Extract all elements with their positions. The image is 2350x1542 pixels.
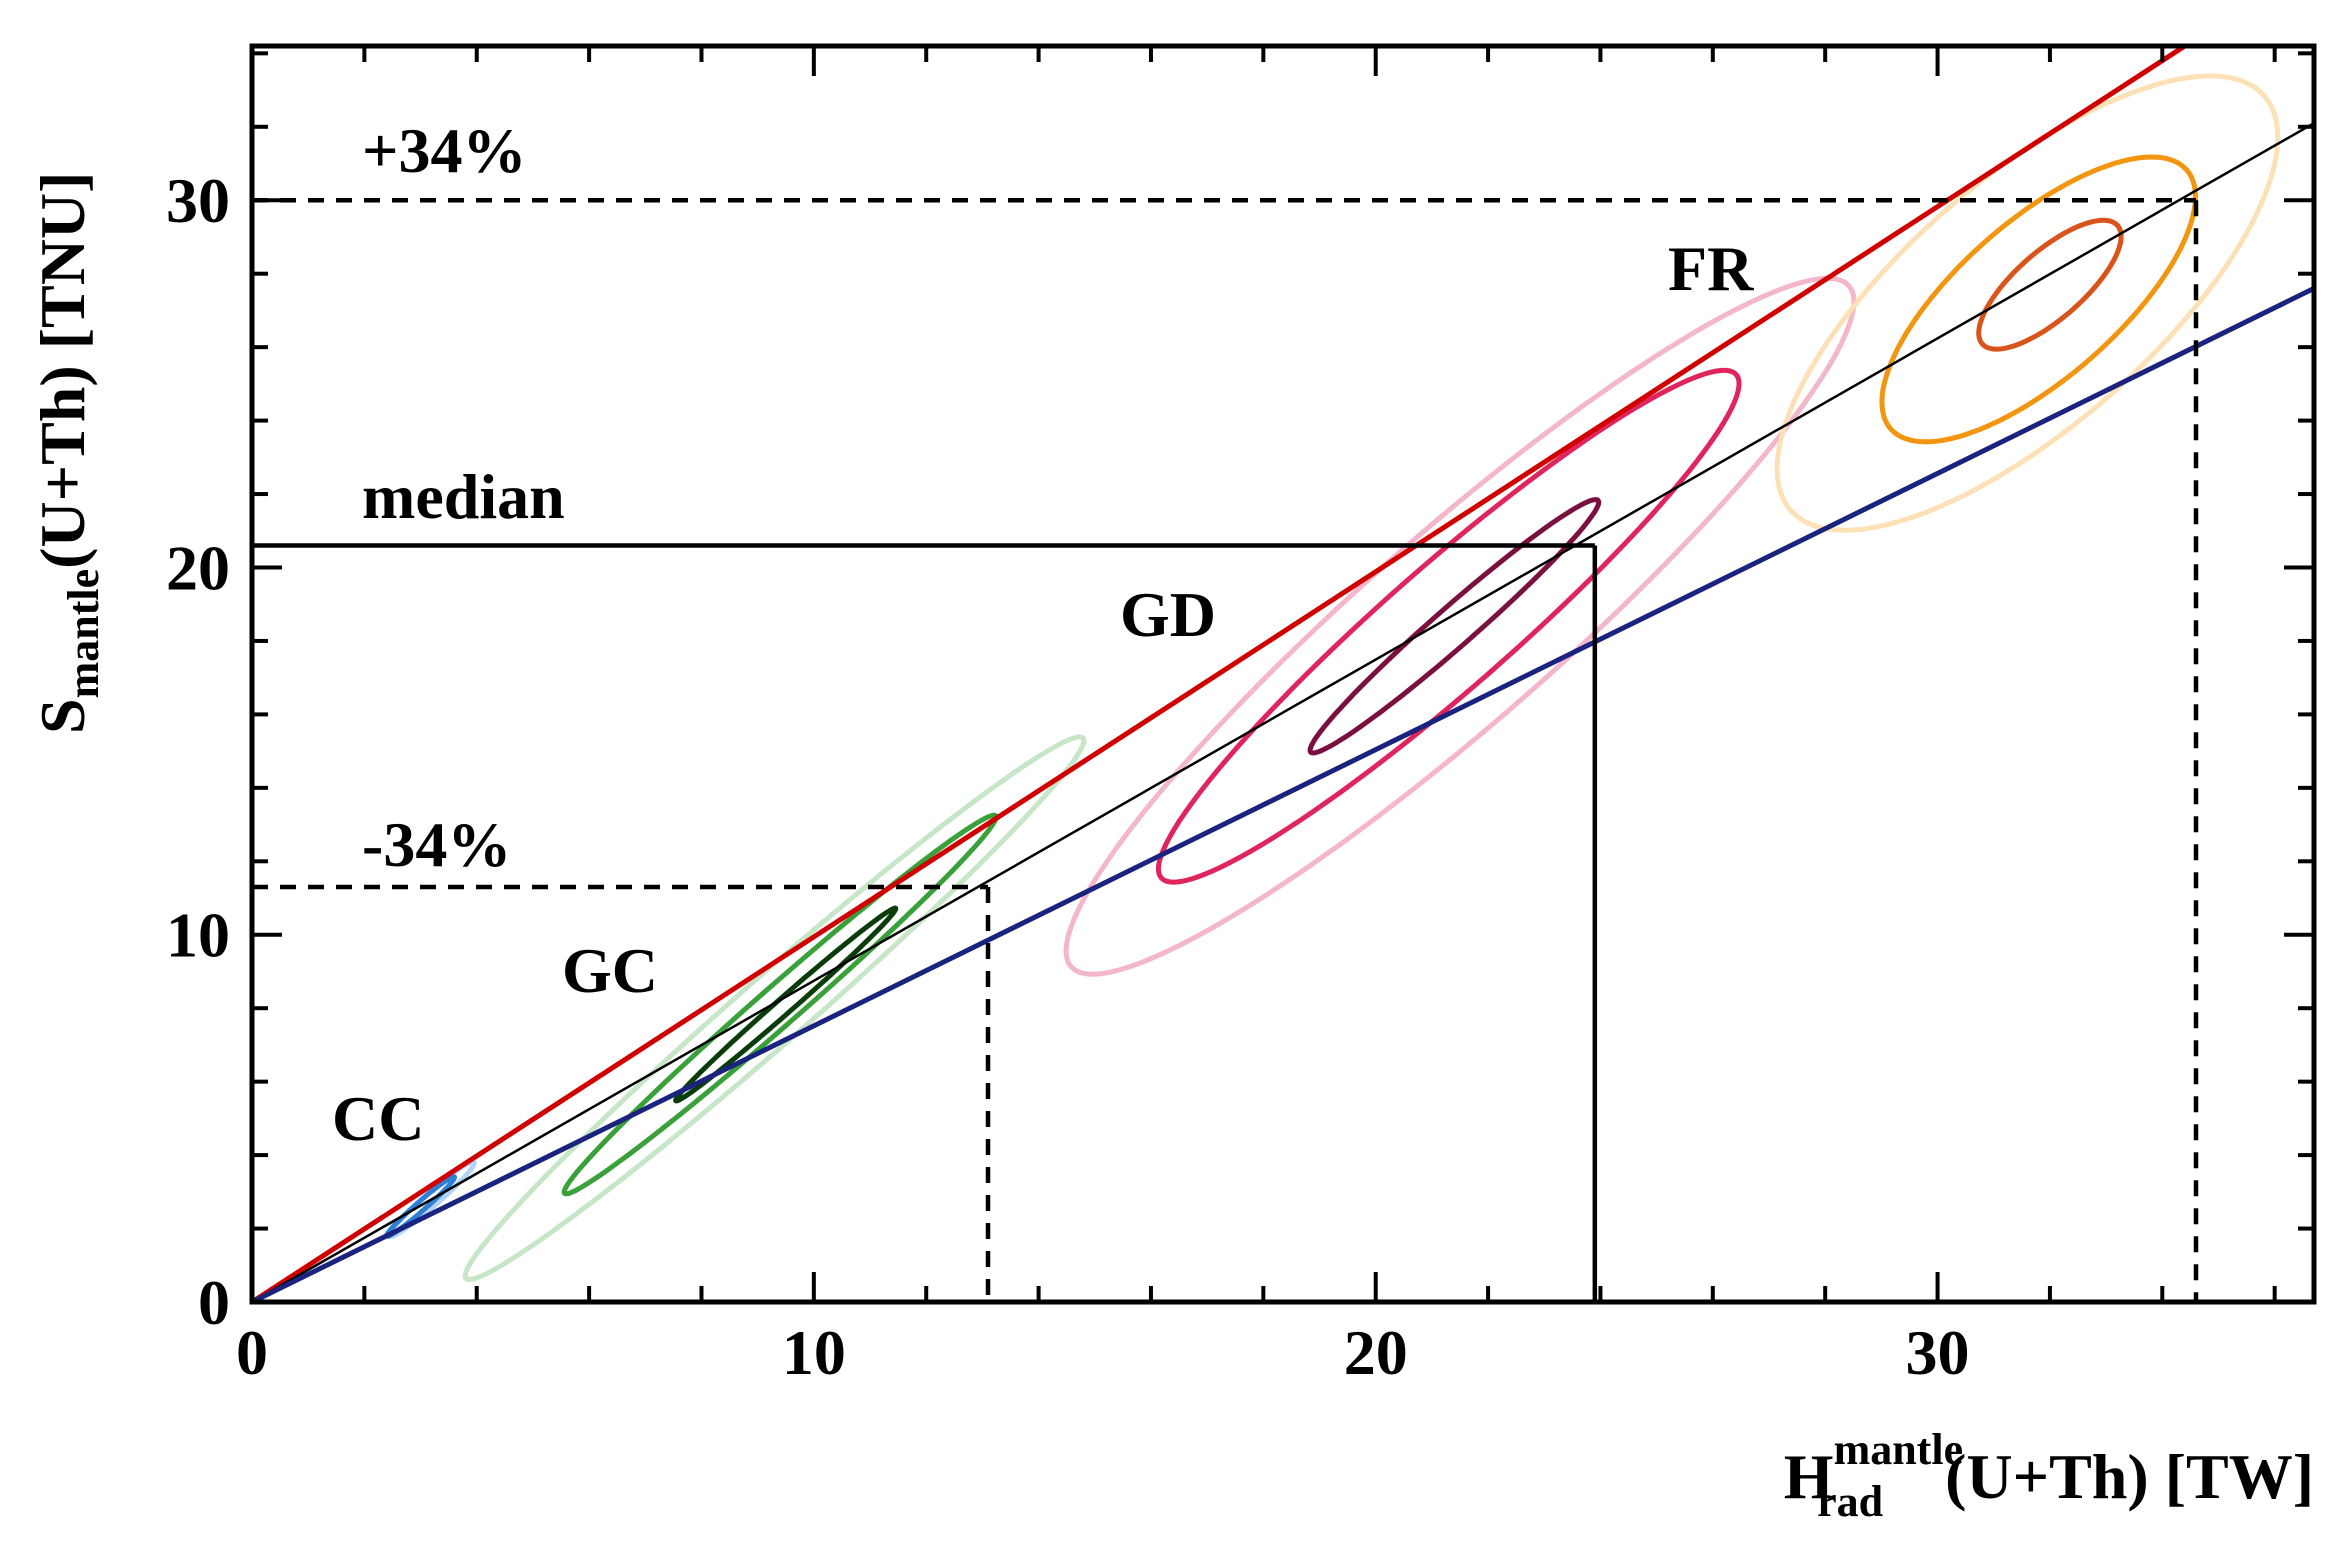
contour-gd-1	[1063, 275, 1857, 977]
trend-line-layer	[252, 46, 2314, 1302]
line-upper-bound	[252, 46, 2187, 1302]
x-axis-title: Hmantle rad (U+Th) [TW]	[1784, 1425, 2314, 1526]
y-tick-label: 20	[166, 532, 230, 603]
y-axis-title: Smantle(U+Th) [TNU]	[27, 172, 108, 734]
plot-frame	[249, 43, 2317, 1305]
contour-fr-3	[1976, 217, 2124, 352]
model-label-cc: CC	[332, 1083, 424, 1154]
reference-label-plus34: +34%	[362, 115, 526, 186]
reference-label-minus34: -34%	[362, 809, 511, 880]
y-tick-label: 30	[166, 165, 230, 236]
y-tick-label: 10	[166, 900, 230, 971]
line-central-trend	[252, 122, 2314, 1302]
model-label-gc: GC	[562, 935, 658, 1006]
contour-gd-2	[1155, 367, 1742, 885]
contour-fr-2	[1879, 154, 2198, 445]
line-lower-bound	[252, 286, 2314, 1302]
x-tick-label: 10	[782, 1317, 846, 1388]
x-axis-title-main: H	[1784, 1441, 1834, 1512]
reference-line-layer	[252, 197, 2199, 1302]
tick-label-layer: 0 10 20 30 0 10 20 30	[166, 165, 1970, 1388]
reference-label-median: median	[362, 461, 565, 532]
x-axis-title-superscript: mantle	[1834, 1425, 1964, 1474]
y-tick-label: 0	[198, 1267, 230, 1338]
y-axis-title-main: S	[27, 698, 98, 734]
model-label-gd: GD	[1120, 579, 1216, 650]
y-axis-title-subscript: mantle	[59, 569, 108, 699]
x-tick-label: 0	[236, 1317, 268, 1388]
x-axis-title-rest: (U+Th) [TW]	[1945, 1441, 2314, 1512]
tick-layer	[250, 46, 2314, 1304]
y-axis-title-rest: (U+Th) [TNU]	[27, 172, 98, 569]
x-axis-title-subscript: rad	[1817, 1477, 1883, 1526]
contour-gc-1	[462, 734, 1087, 1283]
x-tick-label: 20	[1344, 1317, 1408, 1388]
contour-gd-3	[1307, 497, 1602, 756]
contour-layer	[384, 73, 2281, 1283]
x-tick-label: 30	[1906, 1317, 1970, 1388]
model-label-fr: FR	[1668, 233, 1754, 304]
